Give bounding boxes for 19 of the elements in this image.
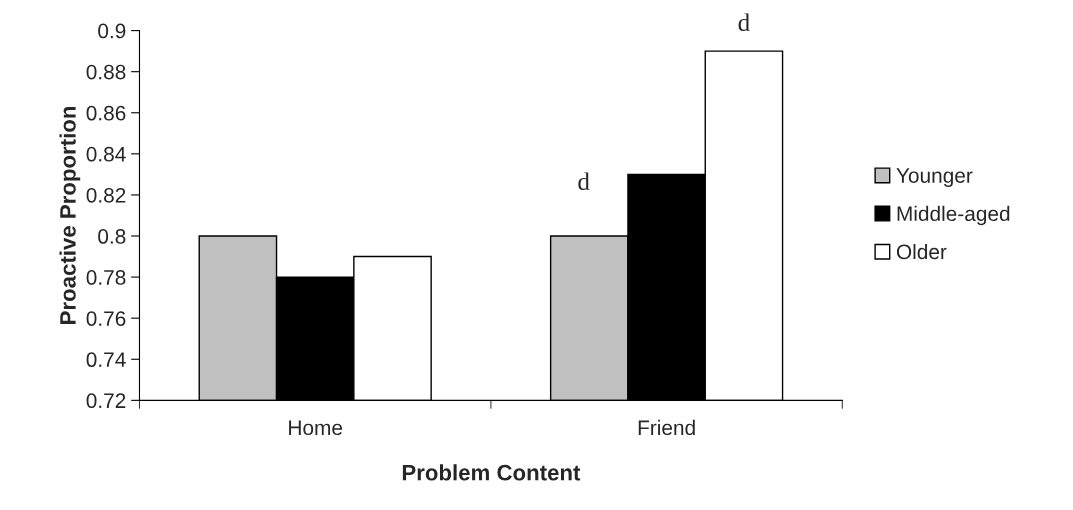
legend-label: Older [896, 243, 947, 260]
y-tick-label: 0.74 [86, 352, 126, 368]
y-axis-title: Proactive Proportion [59, 106, 81, 324]
y-tick-label: 0.78 [86, 270, 126, 285]
y-tick-label: 0.88 [86, 64, 126, 80]
y-tick-label: 0.76 [86, 311, 126, 326]
x-tick-label: Friend [638, 419, 695, 436]
x-axis-title: Problem Content [402, 464, 581, 481]
legend-label: Younger [896, 168, 973, 188]
y-tick-label: 0.8 [98, 229, 126, 244]
y-tick-label: 0.86 [86, 105, 126, 121]
y-tick-label: 0.84 [86, 146, 126, 162]
y-tick-label: 0.82 [86, 187, 126, 203]
annotation: d [578, 172, 590, 191]
x-tick-label: Home [289, 420, 343, 436]
y-tick-label: 0.9 [98, 23, 126, 39]
y-tick-label: 0.72 [86, 393, 126, 409]
legend-label: Middle-aged [897, 205, 1010, 226]
annotation: d [738, 13, 750, 32]
